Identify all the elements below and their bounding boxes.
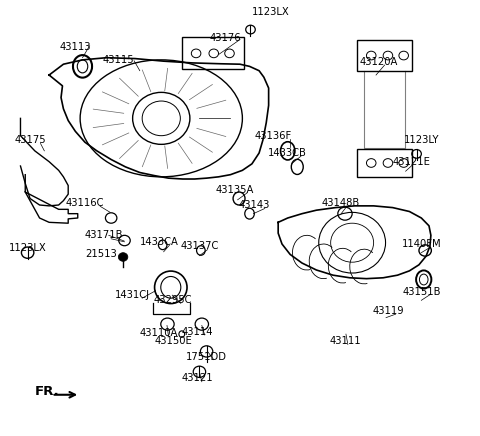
Circle shape [118, 252, 128, 261]
Text: 43113: 43113 [60, 42, 91, 52]
Text: 43137C: 43137C [180, 241, 218, 251]
Text: 43295C: 43295C [154, 295, 192, 305]
Text: 43175: 43175 [14, 135, 46, 145]
Text: 43116C: 43116C [66, 198, 104, 208]
Text: 43114: 43114 [181, 327, 213, 337]
Text: 43176: 43176 [210, 33, 241, 43]
Text: 43150E: 43150E [154, 337, 192, 347]
Text: 43111: 43111 [329, 337, 361, 347]
Text: 43121: 43121 [181, 373, 213, 383]
Text: 43171B: 43171B [85, 230, 123, 240]
Text: 1433CB: 1433CB [268, 148, 307, 158]
Text: 1751DD: 1751DD [186, 351, 227, 361]
Text: 43136F: 43136F [255, 131, 292, 141]
Text: 1431CJ: 1431CJ [115, 290, 150, 300]
Text: 43135A: 43135A [216, 185, 254, 195]
Text: 43143: 43143 [239, 200, 270, 210]
Text: 1123LX: 1123LX [252, 7, 290, 17]
Text: 43151B: 43151B [402, 286, 441, 296]
Text: 1433CA: 1433CA [139, 237, 178, 247]
Text: 1140FM: 1140FM [402, 239, 441, 249]
Text: 1123LY: 1123LY [404, 135, 439, 145]
Text: 21513: 21513 [86, 249, 118, 259]
Text: 43148B: 43148B [321, 198, 360, 208]
Text: 43115: 43115 [103, 55, 134, 65]
Text: FR.: FR. [35, 385, 59, 398]
Text: 43119: 43119 [372, 306, 404, 316]
Text: 43121E: 43121E [393, 157, 431, 167]
Text: 43110A: 43110A [140, 328, 178, 338]
Text: 43120A: 43120A [359, 57, 397, 67]
Text: 1123LX: 1123LX [9, 243, 47, 253]
